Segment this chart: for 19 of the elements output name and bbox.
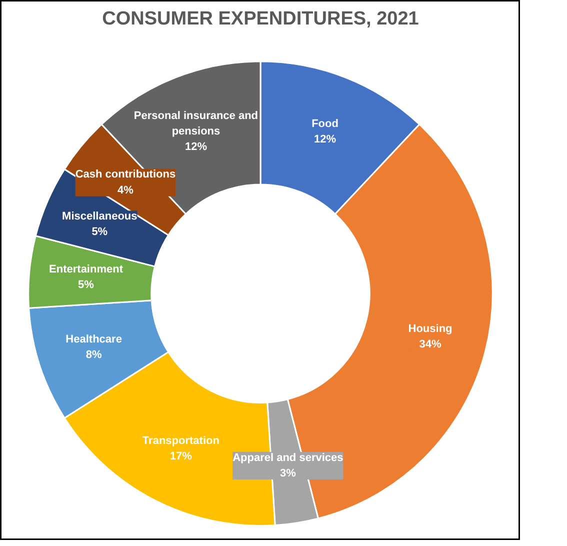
data-label: 34% xyxy=(419,338,442,351)
slice-label: Entertainment xyxy=(49,263,124,276)
slice-label: Cash contributions xyxy=(75,168,176,181)
data-label: 12% xyxy=(184,141,208,154)
slice-label: Food xyxy=(312,118,338,130)
data-label: 5% xyxy=(92,226,108,238)
slice-label: Healthcare xyxy=(66,334,122,346)
data-label: 17% xyxy=(170,450,192,463)
slice-label: Personal insurance and pensions xyxy=(134,110,258,138)
data-label: 4% xyxy=(118,184,134,196)
chart-title: CONSUMER EXPENDITURES, 2021 xyxy=(102,8,420,30)
data-label: 5% xyxy=(78,278,94,291)
data-label: 12% xyxy=(314,133,336,146)
data-label: 8% xyxy=(86,349,102,362)
slice-label: Miscellaneous xyxy=(62,210,138,223)
slice-label: Transportation xyxy=(142,435,220,448)
slice-label: Apparel and services xyxy=(232,452,344,464)
slice-label: Housing xyxy=(408,323,452,336)
data-label: 3% xyxy=(280,467,296,480)
